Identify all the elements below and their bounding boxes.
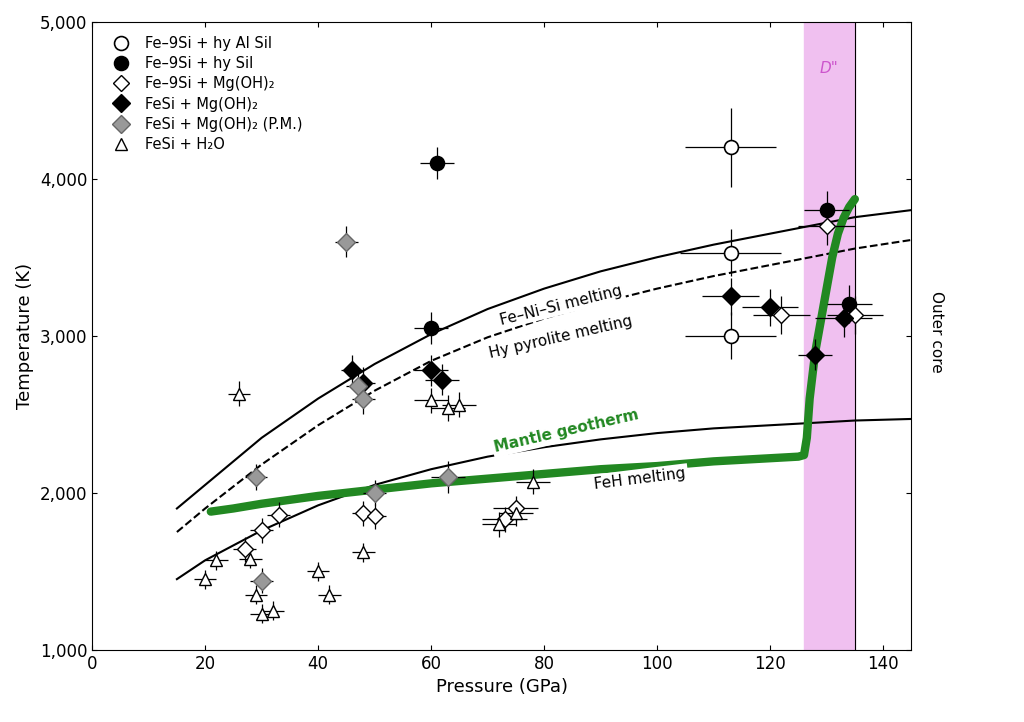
Text: FeH melting: FeH melting [594,466,687,492]
Text: Mantle geotherm: Mantle geotherm [493,407,641,456]
Text: D": D" [820,61,839,76]
X-axis label: Pressure (GPa): Pressure (GPa) [436,678,567,696]
Bar [804,22,855,650]
Text: Hy pyrolite melting: Hy pyrolite melting [488,313,634,361]
Y-axis label: Temperature (K): Temperature (K) [16,263,34,409]
Legend: Fe–9Si + hy Al Sil, Fe–9Si + hy Sil, Fe–9Si + Mg(OH)₂, FeSi + Mg(OH)₂, FeSi + Mg: Fe–9Si + hy Al Sil, Fe–9Si + hy Sil, Fe–… [99,29,309,159]
Text: Outer core: Outer core [930,291,944,373]
Text: Fe–Ni–Si melting: Fe–Ni–Si melting [499,283,624,328]
